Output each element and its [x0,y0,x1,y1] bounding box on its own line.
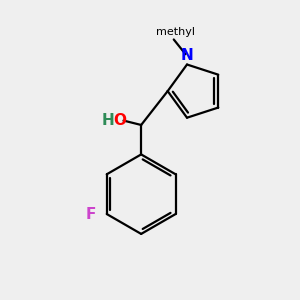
Text: methyl: methyl [156,27,195,37]
Text: O: O [113,113,126,128]
Text: F: F [86,206,96,221]
Text: N: N [181,48,194,63]
Text: H: H [102,113,115,128]
